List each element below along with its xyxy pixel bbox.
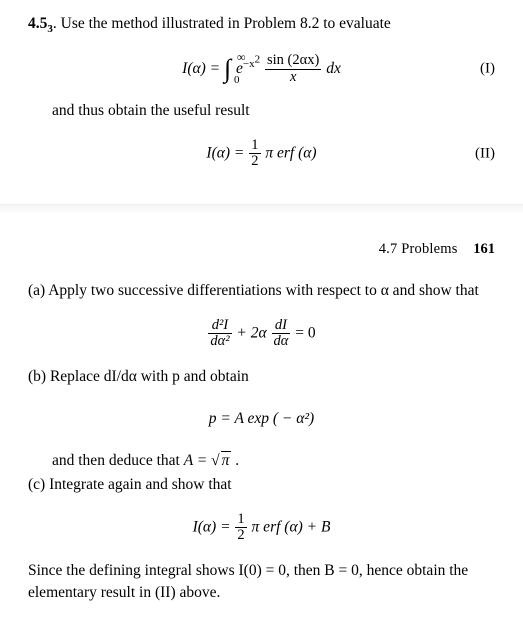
int-lower: 0 bbox=[234, 74, 240, 86]
final-paragraph: Since the defining integral shows I(0) =… bbox=[28, 560, 495, 603]
eqc-num: 1 bbox=[235, 512, 246, 528]
eq1-exp-sq: 2 bbox=[255, 53, 261, 65]
integral-sign: ∫ ∞ 0 bbox=[224, 54, 231, 84]
equation-I: I(α) = ∫ ∞ 0 e−x2 sin (2αx) x dx (I) bbox=[28, 51, 495, 87]
eq1-lhs: I(α) = bbox=[182, 60, 224, 77]
eq2-label: (II) bbox=[475, 145, 495, 162]
eqc-frac: 1 2 bbox=[235, 512, 246, 543]
eq2-num: 1 bbox=[249, 138, 260, 154]
part-b-conclusion: and then deduce that A = √π . bbox=[52, 451, 495, 472]
problem-intro: 4.53. Use the method illustrated in Prob… bbox=[28, 14, 495, 37]
part-b-label: (b) bbox=[28, 368, 50, 385]
eqa-plus: + 2α bbox=[236, 324, 266, 341]
sqrt: √π bbox=[211, 451, 231, 472]
equation-a: d²I dα² + 2α dI dα = 0 bbox=[28, 316, 495, 352]
intro-text: . Use the method illustrated in Problem … bbox=[53, 15, 391, 32]
eqa-t2-num: dI bbox=[272, 318, 291, 334]
eqc-den: 2 bbox=[235, 528, 246, 543]
part-b-text: Replace dI/dα with p and obtain bbox=[50, 368, 249, 385]
part-a-text: Apply two successive differentiations wi… bbox=[48, 282, 479, 299]
page-number: 161 bbox=[473, 241, 495, 257]
sqrt-arg: π bbox=[221, 451, 232, 469]
eqa-t1-num: d²I bbox=[208, 318, 231, 334]
eqa-frac2: dI dα bbox=[272, 318, 291, 349]
part-c: (c) Integrate again and show that bbox=[28, 474, 495, 496]
equation-b-body: p = A exp ( − α²) bbox=[209, 410, 314, 428]
part-c-label: (c) bbox=[28, 476, 49, 493]
pb2-pre: and then deduce that bbox=[52, 452, 184, 469]
eq1-label: (I) bbox=[480, 60, 495, 77]
int-upper: ∞ bbox=[237, 50, 246, 65]
pb2-post: . bbox=[231, 452, 239, 469]
eqa-t1-den: dα² bbox=[208, 334, 231, 349]
eq1-frac: sin (2αx) x bbox=[265, 53, 321, 84]
equation-b: p = A exp ( − α²) bbox=[28, 401, 495, 437]
running-head: 4.7 Problems 161 bbox=[28, 241, 495, 258]
eqa-frac1: d²I dα² bbox=[208, 318, 231, 349]
equation-c: I(α) = 1 2 π erf (α) + B bbox=[28, 510, 495, 546]
section-title: 4.7 Problems bbox=[379, 241, 458, 257]
eqc-rhs: π erf (α) + B bbox=[252, 518, 331, 535]
equation-II-body: I(α) = 1 2 π erf (α) bbox=[206, 138, 316, 169]
equation-a-body: d²I dα² + 2α dI dα = 0 bbox=[207, 318, 315, 349]
part-b: (b) Replace dI/dα with p and obtain bbox=[28, 366, 495, 388]
problem-number: 4.5 bbox=[28, 15, 47, 32]
final-line2: elementary result in (II) above. bbox=[28, 584, 220, 601]
eq2-rhs: π erf (α) bbox=[265, 144, 316, 161]
eq2-den: 2 bbox=[249, 154, 260, 169]
part-a-label: (a) bbox=[28, 282, 48, 299]
eqa-t2-den: dα bbox=[272, 334, 291, 349]
eq1-frac-num: sin (2αx) bbox=[265, 53, 321, 69]
part-c-text: Integrate again and show that bbox=[49, 476, 232, 493]
eq2-frac: 1 2 bbox=[249, 138, 260, 169]
page: 4.53. Use the method illustrated in Prob… bbox=[0, 0, 523, 623]
eq1-dx: dx bbox=[326, 60, 341, 77]
final-line1: Since the defining integral shows I(0) =… bbox=[28, 562, 468, 579]
eq2-lhs: I(α) = bbox=[206, 144, 248, 161]
equation-I-body: I(α) = ∫ ∞ 0 e−x2 sin (2αx) x dx bbox=[182, 53, 341, 85]
pb2-aeq: A = bbox=[184, 452, 211, 469]
eqc-lhs: I(α) = bbox=[193, 518, 235, 535]
eqa-eq0: = 0 bbox=[295, 324, 315, 341]
eq1-frac-den: x bbox=[265, 70, 321, 85]
equation-II: I(α) = 1 2 π erf (α) (II) bbox=[28, 136, 495, 172]
mid-text: and thus obtain the useful result bbox=[52, 101, 495, 122]
page-break bbox=[0, 204, 523, 215]
part-a: (a) Apply two successive differentiation… bbox=[28, 280, 495, 302]
equation-c-body: I(α) = 1 2 π erf (α) + B bbox=[193, 512, 331, 543]
